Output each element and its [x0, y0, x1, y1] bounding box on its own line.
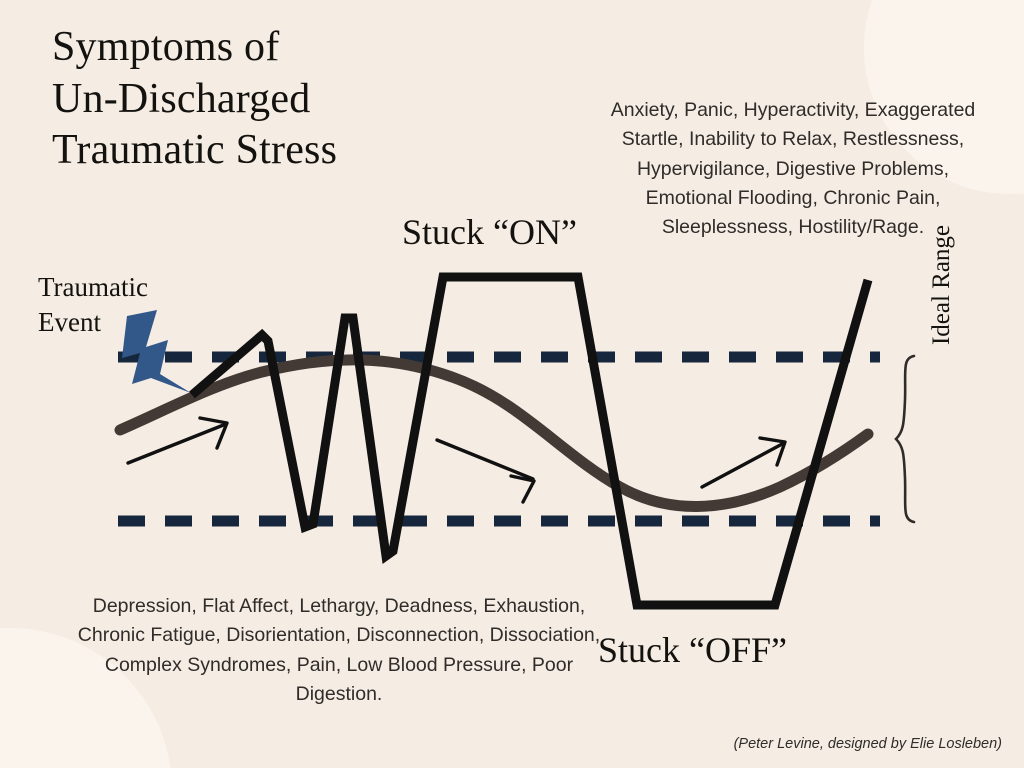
lightning-bolt-icon — [122, 310, 191, 393]
hypoarousal-symptoms-text: Depression, Flat Affect, Lethargy, Deadn… — [77, 595, 601, 705]
rising-arrow-icon — [126, 422, 228, 465]
recovery-arrow-icon — [700, 441, 786, 489]
falling-arrow-head-icon — [509, 474, 536, 504]
traumatic-event-label-line-1: Traumatic — [38, 272, 148, 302]
traumatic-event-label: Traumatic Event — [38, 270, 218, 339]
dysregulated-zigzag-line — [189, 272, 873, 610]
credit-line: (Peter Levine, designed by Elie Losleben… — [733, 736, 1002, 752]
falling-arrow-icon — [435, 438, 535, 481]
direction-arrows — [126, 416, 787, 504]
ideal-range-label: Ideal Range — [928, 224, 955, 346]
page-title-line-2: Un-Discharged — [52, 75, 311, 122]
stuck-off-label: Stuck “OFF” — [598, 630, 787, 670]
hyperarousal-symptoms-text: Anxiety, Panic, Hyperactivity, Exaggerat… — [610, 99, 976, 238]
page-title: Symptoms of Un-Discharged Traumatic Stre… — [52, 22, 522, 177]
traumatic-event-label-line-2: Event — [38, 306, 101, 337]
recovery-arrow-head-icon — [758, 436, 787, 467]
ideal-range-brace — [894, 354, 916, 524]
rising-arrow-head-icon — [198, 416, 229, 450]
page-title-line-3: Traumatic Stress — [52, 127, 338, 174]
ideal-regulation-curve — [114, 354, 874, 512]
stuck-on-label: Stuck “ON” — [402, 212, 577, 252]
page-title-line-1: Symptoms of — [52, 24, 280, 70]
